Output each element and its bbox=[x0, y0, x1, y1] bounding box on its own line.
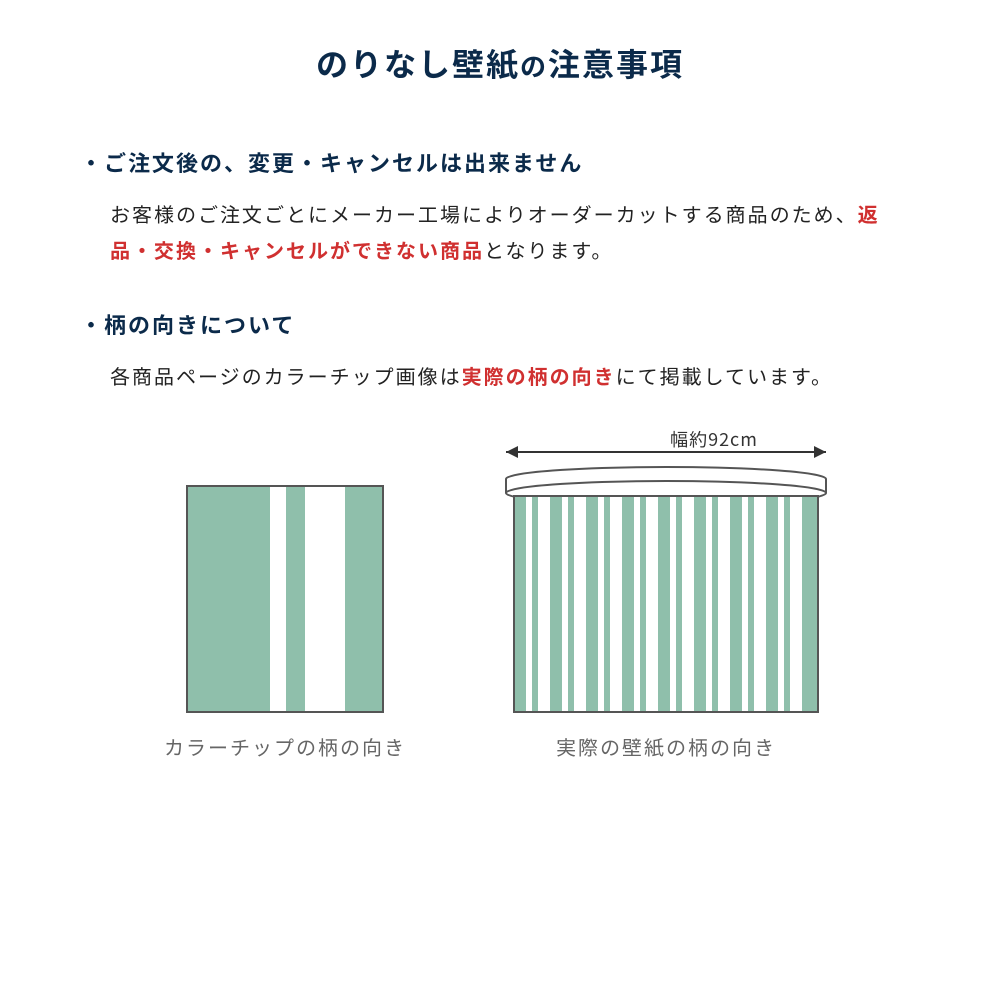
wallpaper-width-label: 幅約92cm bbox=[670, 426, 758, 452]
colorchip-caption: カラーチップの柄の向き bbox=[164, 732, 406, 761]
title-prefix: のりなし壁紙 bbox=[316, 40, 520, 86]
section2-body: 各商品ページのカラーチップ画像は実際の柄の向きにて掲載しています。 bbox=[80, 358, 920, 394]
wallpaper-svg bbox=[496, 434, 836, 714]
page-title: のりなし壁紙の注意事項 bbox=[80, 40, 920, 86]
section2-highlight: 実際の柄の向き bbox=[462, 361, 616, 390]
title-suffix: 注意事項 bbox=[548, 40, 684, 86]
colorchip-illustration: カラーチップの柄の向き bbox=[164, 484, 406, 761]
section2-body-before: 各商品ページのカラーチップ画像は bbox=[110, 361, 462, 390]
colorchip-svg bbox=[185, 484, 385, 714]
illustration-row: カラーチップの柄の向き bbox=[80, 434, 920, 761]
section1-body: お客様のご注文ごとにメーカー工場によりオーダーカットする商品のため、返品・交換・… bbox=[80, 196, 920, 268]
section1-body-after: となります。 bbox=[484, 235, 613, 264]
title-connector: の bbox=[520, 47, 548, 84]
section1-body-before: お客様のご注文ごとにメーカー工場によりオーダーカットする商品のため、 bbox=[110, 199, 858, 228]
section2-body-after: にて掲載しています。 bbox=[616, 361, 833, 390]
wallpaper-caption: 実際の壁紙の柄の向き bbox=[556, 732, 776, 761]
section-cancellation: ・ご注文後の、変更・キャンセルは出来ません お客様のご注文ごとにメーカー工場によ… bbox=[80, 146, 920, 268]
section2-heading: ・柄の向きについて bbox=[80, 308, 920, 340]
section1-heading: ・ご注文後の、変更・キャンセルは出来ません bbox=[80, 146, 920, 178]
wallpaper-illustration: 幅約92cm 実際の壁紙の柄の向き bbox=[496, 434, 836, 761]
section-pattern-direction: ・柄の向きについて 各商品ページのカラーチップ画像は実際の柄の向きにて掲載してい… bbox=[80, 308, 920, 394]
